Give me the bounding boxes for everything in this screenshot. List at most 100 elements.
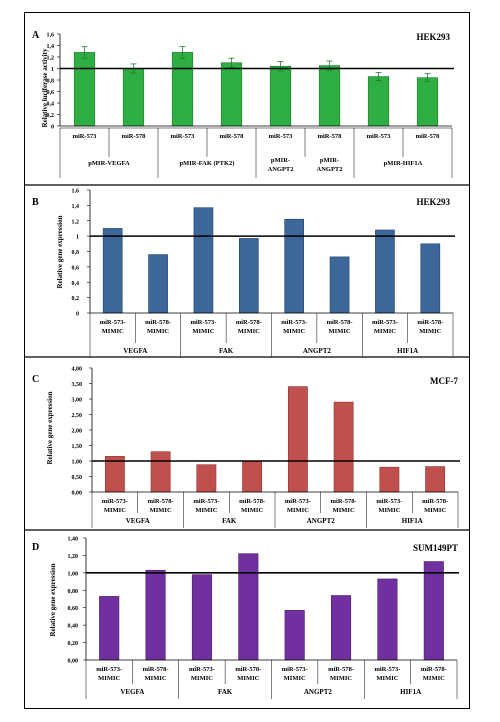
panel-c-ytick-label: 4,00: [72, 367, 83, 373]
figure-frame: [24, 12, 470, 709]
panel-b-category-label: MIMIC: [283, 328, 305, 335]
panel-d-ytick-label: 1,40: [68, 537, 79, 543]
panel-d-bar: [238, 553, 259, 661]
panel-b-bar: [375, 229, 395, 314]
panel-d-bar: [377, 578, 398, 661]
panel-d-ytick-label: 0,00: [68, 659, 79, 665]
panel-a-ytick-label: 1,4: [47, 44, 55, 50]
panel-c-category-label: miR-578-: [148, 498, 174, 505]
panel-d-category-label: MIMIC: [376, 675, 398, 682]
panel-c-category-label: MIMIC: [378, 507, 400, 514]
panel-c-ytick-label: 1,00: [72, 460, 83, 466]
panel-b-bar: [238, 238, 259, 314]
panel-d-category-label: MIMIC: [423, 675, 445, 682]
panel-d-category-label: miR-573-: [282, 666, 308, 673]
panel-a-bar: [73, 52, 96, 127]
panel-d-bar: [331, 595, 352, 661]
panel-a-ytick-label: 0,2: [47, 113, 55, 119]
panel-c-ytick-label: 2,50: [72, 413, 83, 419]
panel-b-category-label: MIMIC: [102, 328, 124, 335]
panel-c-title: MCF-7: [430, 376, 458, 386]
panel-d-ylabel: Relative gene expression: [49, 563, 57, 636]
panel-a-bar: [122, 68, 145, 127]
panel-b-group-label: ANGPT2: [303, 347, 332, 355]
panel-b-label: B: [32, 197, 39, 208]
panel-b-ylabel: Relative gene expression: [56, 215, 64, 288]
panel-a-ytick-label: 1,6: [47, 33, 55, 39]
panel-d-bar: [423, 561, 444, 661]
panel-c-category-label: miR-573-: [193, 498, 219, 505]
panel-b-ytick-label: 1,2: [72, 219, 80, 225]
panel-b-category-label: MIMIC: [329, 328, 351, 335]
panel-d-ytick-label: 0,60: [68, 606, 79, 612]
panel-a-ytick-label: 1,2: [47, 56, 55, 62]
panel-d-group-label: VEGFA: [120, 688, 144, 696]
panel-d-category-label: miR-573-: [96, 666, 122, 673]
panel-b-category-label: miR-578-: [236, 319, 262, 326]
panel-a-title: HEK293: [416, 32, 450, 42]
panel-c-category-label: MIMIC: [333, 507, 355, 514]
panel-c-category-label: miR-578-: [331, 498, 357, 505]
panel-a-group-label: pMIR-HIF1A: [384, 160, 423, 167]
panel-d-bar: [99, 596, 120, 661]
panel-c-category-label: MIMIC: [241, 507, 263, 514]
panel-a-group-label: ANGPT2: [268, 166, 294, 173]
panel-a-bar: [367, 76, 390, 127]
panel-a-bar: [220, 62, 243, 127]
panel-d-category-label: MIMIC: [330, 675, 352, 682]
panel-b-ytick-label: 0,2: [72, 296, 80, 302]
panel-d-ytick-label: 1,20: [68, 554, 79, 560]
panel-b-bar: [102, 228, 123, 314]
panel-c-ylabel: Relative gene expression: [46, 391, 54, 464]
panel-a-group-label: pMIR-FAK (PTK2): [180, 160, 235, 167]
panel-c-ytick-label: 1,50: [72, 444, 83, 450]
panel-d-ytick-label: 1,00: [68, 571, 79, 577]
panel-c-ytick-label: 3,00: [72, 398, 83, 404]
panel-a-group-label: pMIR-: [271, 157, 290, 164]
panel-b-category-label: miR-578-: [145, 319, 171, 326]
panel-a-category-label: miR-578: [318, 133, 343, 140]
panel-b-ytick-label: 0: [76, 312, 79, 318]
panel-b-category-label: MIMIC: [192, 328, 214, 335]
panel-c-category-label: miR-578-: [422, 498, 448, 505]
panel-d-label: D: [32, 542, 39, 553]
panel-b-bar: [329, 256, 350, 314]
panel-c-category-label: miR-573-: [285, 498, 311, 505]
panel-a-category-label: miR-573: [73, 133, 98, 140]
panel-d-category-label: MIMIC: [98, 675, 120, 682]
panel-d-group-label: HIF1A: [400, 688, 421, 696]
panel-a-group-label: ANGPT2: [317, 166, 343, 173]
panel-c-group-label: HIF1A: [402, 517, 423, 525]
panel-d-bar: [284, 610, 305, 661]
panel-a-bar: [171, 52, 194, 127]
panel-d-category-label: miR-573-: [374, 666, 400, 673]
panel-c-ytick-label: 2,00: [72, 429, 83, 435]
panel-a-category-label: miR-573: [367, 133, 392, 140]
panel-d-category-label: MIMIC: [237, 675, 259, 682]
panel-b-ytick-label: 0,4: [72, 281, 80, 287]
panel-c-group-label: FAK: [222, 517, 237, 525]
panel-a-ytick-label: 1: [51, 67, 54, 73]
panel-a-ytick-label: 0,4: [47, 102, 55, 108]
panel-a-group-label: pMIR-: [320, 157, 339, 164]
panel-c-bar: [242, 460, 263, 493]
panel-a-category-label: miR-578: [122, 133, 147, 140]
panel-b-category-label: MIMIC: [374, 328, 396, 335]
panel-c-category-label: miR-578-: [239, 498, 265, 505]
panel-d-bar: [191, 574, 212, 661]
panel-a-category-label: miR-578: [220, 133, 245, 140]
panel-d-category-label: MIMIC: [284, 675, 306, 682]
panel-c-bar: [333, 401, 354, 493]
panel-b-group-label: HIF1A: [397, 347, 418, 355]
panel-b-bar: [193, 207, 214, 314]
panel-b-category-label: MIMIC: [238, 328, 260, 335]
panel-b-category-label: miR-573-: [281, 319, 307, 326]
panel-c-category-label: miR-573-: [376, 498, 402, 505]
panel-b-group-label: FAK: [219, 347, 234, 355]
panel-d-group-label: ANGPT2: [304, 688, 333, 696]
panel-d-category-label: miR-578-: [421, 666, 447, 673]
panel-d-category-label: miR-578-: [143, 666, 169, 673]
panel-c-category-label: MIMIC: [424, 507, 446, 514]
panel-c-bar: [425, 466, 446, 493]
